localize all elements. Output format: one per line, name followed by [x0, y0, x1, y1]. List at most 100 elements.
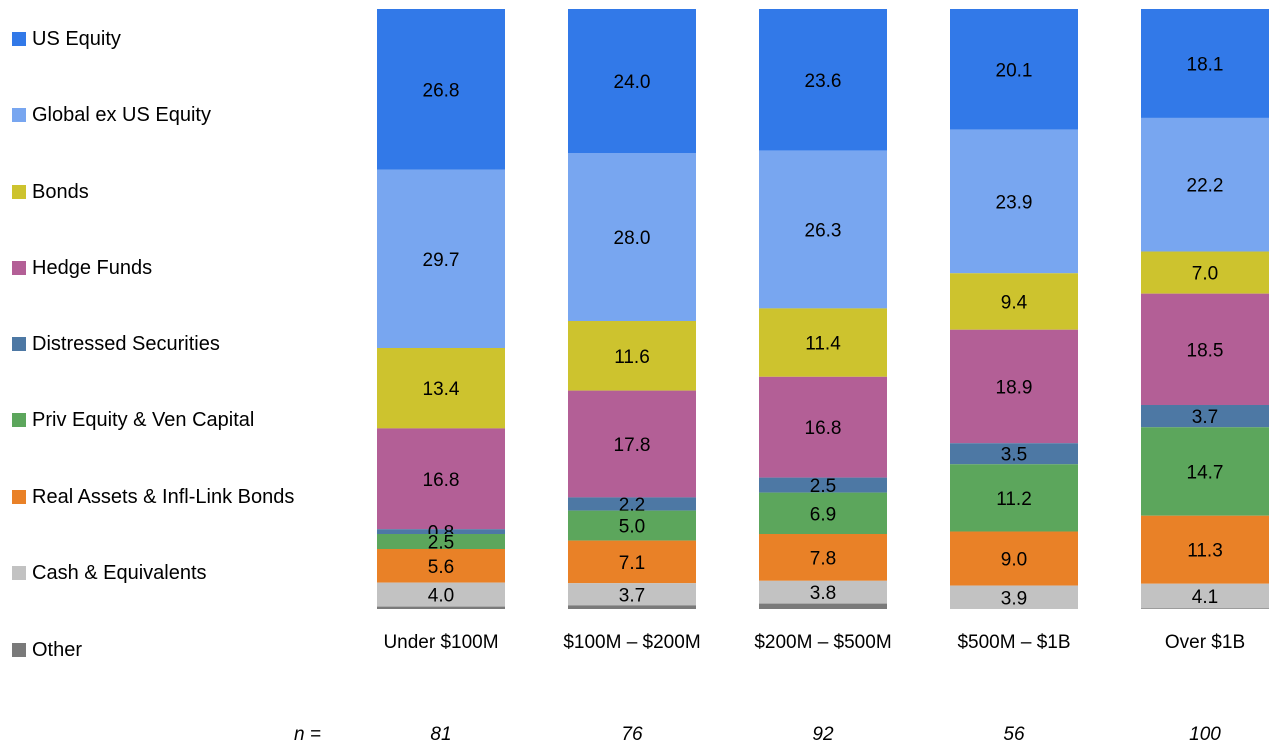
bar-segment — [1141, 583, 1269, 609]
legend-swatch — [12, 643, 26, 657]
bar-segment — [377, 9, 505, 170]
bar-segment — [1141, 9, 1269, 118]
n-value: 100 — [1189, 724, 1221, 745]
n-value: 81 — [430, 724, 451, 745]
legend-label: Bonds — [32, 180, 89, 203]
data-label: 5.6 — [428, 557, 454, 578]
bar-segment — [377, 428, 505, 530]
bar-segment — [1141, 293, 1269, 405]
legend-label: Cash & Equivalents — [32, 561, 207, 584]
bar-segment — [377, 582, 505, 607]
bar-segment — [568, 540, 696, 584]
bar-segment — [377, 606, 505, 609]
legend-label: Distressed Securities — [32, 332, 220, 355]
data-label: 29.7 — [423, 250, 460, 271]
chart-legend: US Equity Global ex US Equity Bonds Hedge F… — [12, 0, 352, 746]
category-label: $200M – $500M — [754, 632, 891, 653]
legend-item: Cash & Equivalents — [12, 558, 207, 588]
n-value: 76 — [621, 724, 643, 745]
data-label: 16.8 — [423, 470, 460, 491]
data-label: 11.2 — [996, 489, 1032, 510]
bar-segment — [1141, 608, 1269, 609]
legend-label: Real Assets & Infl-Link Bonds — [32, 485, 295, 508]
data-label: 7.0 — [1192, 264, 1218, 285]
data-label: 3.8 — [810, 583, 836, 604]
bar-segment — [377, 534, 505, 549]
bar-segment — [568, 9, 696, 153]
bar-segment — [568, 497, 696, 511]
bar-segment — [759, 534, 887, 581]
data-label: 7.1 — [619, 553, 645, 574]
data-label: 9.0 — [1001, 550, 1027, 571]
data-label: 5.0 — [619, 517, 645, 538]
bar-segment — [568, 321, 696, 391]
legend-item: Priv Equity & Ven Capital — [12, 405, 254, 435]
category-label: $500M – $1B — [957, 632, 1070, 653]
data-label: 20.1 — [996, 60, 1033, 81]
legend-swatch — [12, 566, 26, 580]
legend-item: US Equity — [12, 24, 121, 54]
bar-segment — [377, 549, 505, 583]
bar-segment — [950, 9, 1078, 130]
data-label: 18.1 — [1187, 54, 1224, 75]
bar-segment — [377, 348, 505, 429]
legend-swatch — [12, 261, 26, 275]
bar-segment — [568, 153, 696, 321]
data-label: 18.5 — [1187, 340, 1224, 361]
legend-swatch — [12, 108, 26, 122]
data-label: 26.3 — [805, 221, 842, 242]
data-label: 4.1 — [1192, 587, 1218, 608]
data-label: 2.5 — [428, 533, 454, 554]
n-label: n = — [294, 724, 321, 745]
legend-swatch — [12, 185, 26, 199]
legend-item: Bonds — [12, 177, 89, 207]
legend-swatch — [12, 337, 26, 351]
data-label: 14.7 — [1187, 462, 1224, 483]
bar-segment — [568, 390, 696, 498]
legend-label: Priv Equity & Ven Capital — [32, 408, 255, 431]
legend-item: Other — [12, 635, 82, 665]
bar-segment — [568, 583, 696, 606]
legend-item: Distressed Securities — [12, 329, 220, 359]
legend-swatch — [12, 490, 26, 504]
bar-segment — [759, 580, 887, 604]
bar-segment — [377, 169, 505, 348]
bar-segment — [1141, 404, 1269, 428]
bar-segment — [1141, 117, 1269, 252]
data-label: 13.4 — [423, 379, 460, 400]
legend-item: Real Assets & Infl-Link Bonds — [12, 482, 294, 512]
bar-segment — [950, 273, 1078, 330]
data-label: 26.8 — [423, 80, 460, 101]
legend-label: US Equity — [32, 27, 121, 50]
bar-segment — [950, 585, 1078, 609]
data-label: 28.0 — [614, 228, 651, 249]
bar-segment — [759, 9, 887, 151]
legend-item: Global ex US Equity — [12, 100, 211, 130]
bar-segment — [950, 464, 1078, 532]
data-label: 11.3 — [1187, 541, 1223, 562]
bar-segment — [950, 443, 1078, 465]
data-label: 9.4 — [1001, 292, 1028, 313]
data-label: 11.6 — [614, 347, 650, 368]
bar-segment — [950, 129, 1078, 274]
category-label: $100M – $200M — [563, 632, 700, 653]
data-label: 4.0 — [428, 586, 454, 607]
data-label: 16.8 — [805, 418, 842, 439]
data-label: 3.5 — [1001, 445, 1027, 466]
category-label: Under $100M — [383, 632, 498, 653]
bar-segment — [759, 308, 887, 377]
data-label: 22.2 — [1187, 176, 1224, 197]
n-value: 56 — [1003, 724, 1025, 745]
data-label: 7.8 — [810, 548, 836, 569]
data-label: 6.9 — [810, 504, 836, 525]
data-label: 11.4 — [805, 334, 841, 355]
legend-swatch — [12, 32, 26, 46]
bar-segment — [759, 150, 887, 309]
legend-swatch — [12, 413, 26, 427]
legend-label: Other — [32, 638, 83, 661]
bar-segment — [1141, 251, 1269, 294]
bar-segment — [759, 376, 887, 478]
data-label: 17.8 — [614, 435, 651, 456]
bar-segment — [568, 605, 696, 609]
